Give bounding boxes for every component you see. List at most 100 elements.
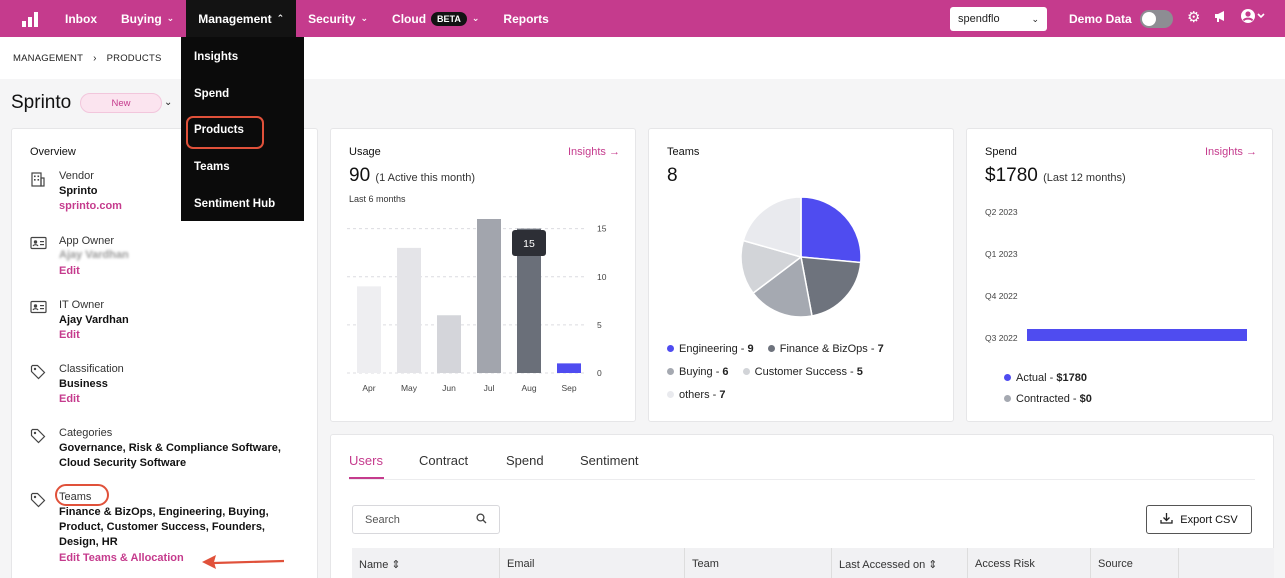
- chevron-down-icon: ⌄: [360, 13, 369, 23]
- column-header-actions: [1179, 548, 1274, 578]
- bar-jul[interactable]: [477, 219, 501, 373]
- column-header-last-accessed[interactable]: Last Accessed on ⇕: [832, 548, 968, 578]
- tag-icon: [30, 364, 48, 380]
- megaphone-icon[interactable]: [1213, 8, 1229, 30]
- y-tick-label: 5: [597, 320, 602, 330]
- spend-card: Spend Insights → $1780 (Last 12 months) …: [966, 128, 1273, 422]
- tab-spend[interactable]: Spend: [506, 453, 544, 468]
- pie-slice-buying[interactable]: [752, 255, 813, 318]
- y-tick-label: Q3 2022: [985, 333, 1018, 343]
- chevron-down-icon[interactable]: ⌄: [164, 97, 173, 108]
- teams-legend-row: others - 7: [667, 389, 725, 401]
- column-header-source: Source: [1091, 548, 1179, 578]
- bar-sep[interactable]: [557, 363, 581, 373]
- pie-slice-finance-bizops[interactable]: [800, 256, 862, 317]
- usage-value-group: 90 (1 Active this month): [349, 165, 475, 187]
- breadcrumb-management[interactable]: MANAGEMENT: [13, 53, 84, 64]
- overview-title: Overview: [30, 146, 76, 158]
- chevron-down-icon: ⌄: [1031, 13, 1039, 24]
- legend-value: 7: [877, 343, 884, 355]
- menu-item-sentiment-hub[interactable]: Sentiment Hub: [194, 197, 276, 210]
- legend-dot-icon: [667, 368, 674, 375]
- spend-title: Spend: [985, 146, 1017, 158]
- legend-dot-icon: [742, 368, 750, 375]
- tab-divider: [349, 479, 1255, 480]
- id-card-icon: [30, 300, 48, 316]
- teams-count: 8: [667, 165, 678, 186]
- legend-dot-icon: [1004, 395, 1011, 402]
- organization-select[interactable]: spendflo ⌄: [950, 7, 1047, 31]
- users-table-header: Name ⇕ Email Team Last Accessed on ⇕ Acc…: [352, 548, 1274, 578]
- search-input[interactable]: Search: [352, 505, 500, 534]
- nav-item-buying[interactable]: Buying ⌄: [109, 0, 186, 37]
- pie-slice-customer-success[interactable]: [740, 239, 803, 295]
- y-tick-label: 15: [597, 224, 607, 234]
- chevron-down-icon: ⌄: [471, 13, 480, 23]
- menu-item-spend[interactable]: Spend: [194, 87, 230, 100]
- nav-item-cloud[interactable]: Cloud BETA ⌄: [380, 0, 491, 37]
- categories-label: Categories: [59, 427, 113, 439]
- export-csv-button[interactable]: Export CSV: [1146, 505, 1252, 534]
- legend-value: 9: [747, 343, 754, 355]
- breadcrumb-products[interactable]: PRODUCTS: [106, 53, 162, 64]
- legend-name: others: [679, 389, 710, 401]
- search-placeholder: Search: [365, 513, 400, 526]
- nav-item-security[interactable]: Security ⌄: [296, 0, 380, 37]
- usage-insights-link[interactable]: Insights →: [568, 146, 620, 158]
- usage-title: Usage: [349, 146, 381, 158]
- user-avatar-icon[interactable]: [1240, 8, 1266, 30]
- spend-insights-link[interactable]: Insights →: [1205, 146, 1257, 158]
- demo-data-toggle-group: Demo Data: [1069, 0, 1173, 37]
- legend-value: $0: [1079, 393, 1092, 405]
- x-tick-label: Sep: [561, 383, 576, 393]
- menu-item-products[interactable]: Products: [181, 112, 304, 149]
- nav-item-label: Cloud: [392, 11, 427, 26]
- spend-value: $1780: [985, 165, 1038, 186]
- x-tick-label: Aug: [521, 383, 536, 393]
- menu-item-teams[interactable]: Teams: [194, 161, 230, 174]
- column-header-name[interactable]: Name ⇕: [352, 548, 500, 578]
- teams-highlight-circle: [55, 484, 109, 506]
- legend-value: $1780: [1056, 372, 1087, 384]
- menu-item-insights[interactable]: Insights: [194, 51, 239, 64]
- tab-contract[interactable]: Contract: [419, 453, 469, 468]
- tag-icon: [30, 492, 48, 508]
- annotation-arrow-icon: [202, 555, 285, 569]
- demo-data-toggle[interactable]: [1139, 9, 1173, 28]
- id-card-icon: [30, 236, 48, 252]
- pie-slice-engineering[interactable]: [800, 196, 862, 264]
- top-navigation-bar: Inbox Buying ⌄ Management ⌃ Security ⌄ Cloud BET…: [0, 0, 1285, 37]
- pie-slice-others[interactable]: [742, 196, 802, 258]
- column-header-email: Email: [500, 548, 685, 578]
- legend-name: Finance & BizOps: [779, 343, 868, 355]
- spendflo-logo-icon[interactable]: [12, 0, 50, 37]
- vendor-website-link[interactable]: sprinto.com: [59, 200, 122, 212]
- edit-teams-allocation-link[interactable]: Edit Teams & Allocation: [59, 552, 184, 564]
- product-status-badge[interactable]: New: [80, 93, 162, 113]
- search-icon: [476, 512, 487, 527]
- tab-users[interactable]: Users: [349, 453, 383, 468]
- tab-sentiment[interactable]: Sentiment: [580, 453, 639, 468]
- it-owner-edit-link[interactable]: Edit: [59, 329, 80, 341]
- bar-q3-2022[interactable]: [1027, 329, 1247, 341]
- classification-edit-link[interactable]: Edit: [59, 393, 80, 405]
- nav-item-management[interactable]: Management ⌃: [186, 0, 297, 37]
- usage-subtext: (1 Active this month): [375, 172, 476, 184]
- column-header-access-risk: Access Risk: [968, 548, 1091, 578]
- nav-item-inbox[interactable]: Inbox: [53, 0, 109, 37]
- vendor-value: Sprinto: [59, 185, 98, 197]
- bar-may[interactable]: [397, 247, 421, 373]
- bar-jun[interactable]: [437, 315, 461, 373]
- legend-dot-icon: [667, 345, 674, 352]
- app-owner-edit-link[interactable]: Edit: [59, 265, 80, 277]
- usage-card: Usage Insights → 90 (1 Active this month…: [330, 128, 636, 422]
- bar-apr[interactable]: [357, 286, 381, 373]
- bar-tooltip: [512, 230, 546, 256]
- nav-item-reports[interactable]: Reports: [491, 0, 560, 37]
- x-tick-label: Jul: [484, 383, 495, 393]
- chevron-up-icon: ⌃: [276, 13, 285, 23]
- gear-icon[interactable]: ⚙: [1187, 9, 1201, 26]
- app-owner-value: Ajay Vardhan: [59, 249, 129, 261]
- teams-legend-row: Buying - 6 Customer Success - 5: [667, 366, 863, 378]
- legend-value: 5: [856, 366, 863, 378]
